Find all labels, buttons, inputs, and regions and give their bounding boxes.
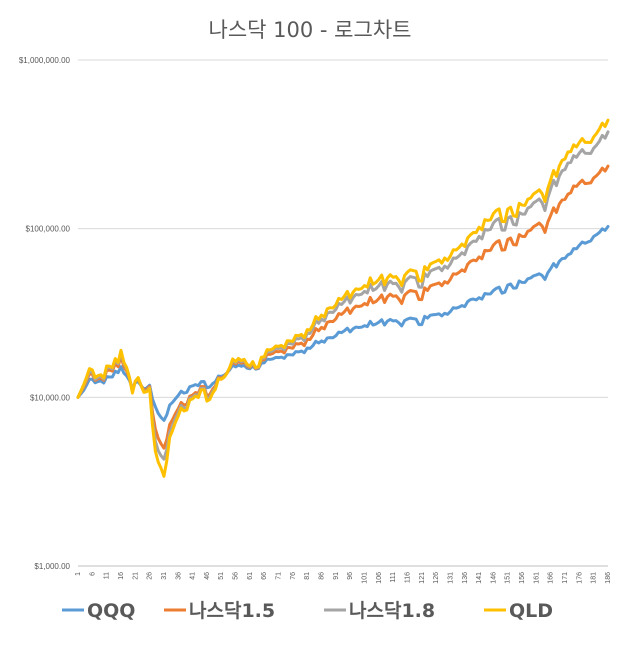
- x-tick-label: 101: [361, 572, 368, 584]
- x-tick-label: 156: [519, 572, 526, 584]
- x-tick-label: 36: [175, 572, 182, 580]
- x-tick-label: 126: [433, 572, 440, 584]
- x-tick-label: 161: [533, 572, 540, 584]
- x-tick-label: 71: [276, 572, 283, 580]
- x-tick-label: 1: [75, 572, 82, 576]
- chart-title: 나스닥 100 - 로그차트: [209, 18, 412, 42]
- x-tick-label: 151: [505, 572, 512, 584]
- y-axis-ticks: $1,000.00 $10,000.00 $100,000.00 $1,000,000…: [19, 56, 71, 571]
- series-line: [76, 130, 610, 461]
- x-tick-label: 41: [190, 572, 197, 580]
- x-tick-label: 96: [347, 572, 354, 580]
- x-tick-label: 131: [447, 572, 454, 584]
- x-tick-label: 51: [218, 572, 225, 580]
- series-lines: [76, 118, 610, 478]
- x-tick-label: 186: [605, 572, 612, 584]
- x-tick-label: 166: [548, 572, 555, 584]
- series-line: [76, 225, 610, 422]
- x-tick-label: 56: [233, 572, 240, 580]
- x-tick-label: 26: [147, 572, 154, 580]
- x-tick-label: 121: [419, 572, 426, 584]
- x-tick-label: 21: [132, 572, 139, 580]
- x-tick-label: 141: [476, 572, 483, 584]
- x-tick-label: 31: [161, 572, 168, 580]
- x-tick-label: 46: [204, 572, 211, 580]
- series-line: [76, 164, 610, 450]
- legend: QQQ 나스닥1.5 나스닥1.8 QLD: [62, 600, 553, 622]
- x-tick-label: 66: [261, 572, 268, 580]
- y-tick-label: $1,000,000.00: [19, 56, 71, 65]
- x-tick-label: 136: [462, 572, 469, 584]
- legend-label: 나스닥1.8: [349, 600, 435, 622]
- y-tick-label: $100,000.00: [26, 225, 71, 234]
- x-tick-label: 76: [290, 572, 297, 580]
- series-line: [76, 118, 610, 478]
- x-tick-label: 81: [304, 572, 311, 580]
- x-tick-label: 181: [591, 572, 598, 584]
- x-tick-label: 91: [333, 572, 340, 580]
- legend-label: QQQ: [87, 600, 135, 622]
- y-tick-label: $10,000.00: [30, 393, 71, 402]
- x-tick-label: 106: [376, 572, 383, 584]
- x-tick-label: 111: [390, 572, 397, 583]
- x-tick-label: 171: [562, 572, 569, 584]
- y-tick-label: $1,000.00: [34, 562, 70, 571]
- x-tick-label: 86: [319, 572, 326, 580]
- x-tick-label: 61: [247, 572, 254, 580]
- x-tick-label: 11: [104, 572, 111, 579]
- x-tick-label: 6: [89, 572, 96, 576]
- x-tick-label: 146: [490, 572, 497, 584]
- legend-label: 나스닥1.5: [189, 600, 275, 622]
- x-tick-label: 116: [404, 572, 411, 583]
- x-tick-label: 176: [576, 572, 583, 584]
- legend-label: QLD: [509, 600, 553, 622]
- x-tick-label: 16: [118, 572, 125, 580]
- x-axis-ticks: 1 6 11 16 21 26 31 36 41 46 51 56 61 66 71 76 81 86 91 96 10…: [75, 572, 612, 584]
